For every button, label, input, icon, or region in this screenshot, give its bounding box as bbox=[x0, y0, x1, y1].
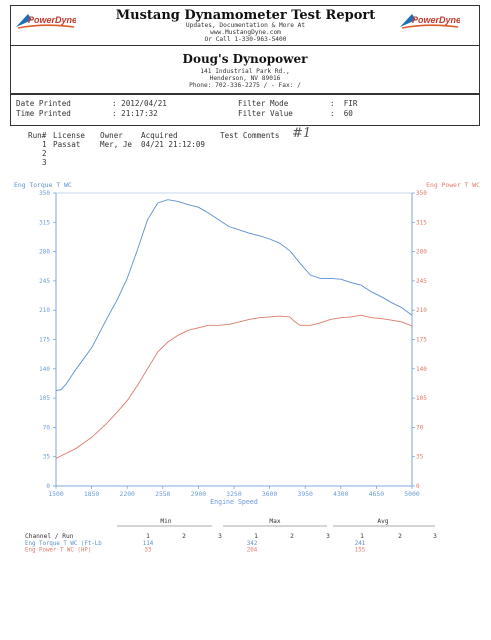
stats-row-label: Eng Power T WC (HP) bbox=[25, 548, 91, 554]
report-title: Mustang Dynamometer Test Report bbox=[115, 8, 376, 23]
stats-run-number: 3 bbox=[218, 533, 222, 540]
run-2-number: 2 bbox=[42, 149, 47, 158]
x-tick-label: 2550 bbox=[155, 490, 171, 498]
x-tick-label: 2200 bbox=[120, 490, 136, 498]
shop-address-line-2: Henderson, NV 89016 bbox=[209, 75, 281, 82]
stats-group-header: Max bbox=[269, 518, 280, 525]
y-right-tick-label: 315 bbox=[416, 219, 427, 226]
y-left-tick-label: 35 bbox=[43, 454, 51, 461]
y-right-axis-label: Eng Power T WC bbox=[426, 181, 480, 189]
x-tick-label: 1500 bbox=[48, 490, 64, 498]
y-right-tick-label: 350 bbox=[416, 190, 427, 197]
x-tick-label: 2900 bbox=[191, 490, 207, 498]
run-3-number: 3 bbox=[42, 158, 47, 167]
y-left-tick-label: 350 bbox=[39, 190, 50, 197]
y-right-tick-label: 140 bbox=[416, 366, 427, 373]
torque-series-line bbox=[55, 199, 413, 392]
filter-value-label: Filter Value bbox=[238, 109, 293, 118]
stats-max-value: 204 bbox=[247, 548, 258, 554]
date-printed-label: Date Printed bbox=[16, 99, 71, 108]
x-tick-label: 3950 bbox=[298, 490, 314, 498]
handwritten-note: #1 bbox=[292, 126, 312, 141]
print-info-box bbox=[10, 94, 480, 126]
y-right-tick-label: 105 bbox=[416, 395, 427, 402]
y-left-tick-label: 210 bbox=[39, 307, 50, 314]
runs-header-acquired: Acquired bbox=[141, 131, 178, 140]
run-1-number: 1 bbox=[42, 140, 47, 149]
stats-run-number: 3 bbox=[433, 533, 437, 540]
shop-phone-line: Phone: 702-336-2275 / - Fax: / bbox=[189, 82, 301, 89]
runs-header-run: Run# bbox=[28, 131, 47, 140]
powerdyne-logo-right: PowerDyne bbox=[400, 14, 460, 29]
report-header-box bbox=[10, 5, 480, 46]
stats-run-number: 3 bbox=[326, 533, 330, 540]
header-line-1: Updates, Documentation & More At bbox=[185, 22, 306, 29]
y-left-tick-label: 315 bbox=[39, 219, 50, 226]
y-left-tick-label: 245 bbox=[39, 278, 50, 285]
filter-mode-value: : FIR bbox=[330, 99, 358, 108]
stats-max-value: 342 bbox=[247, 541, 257, 547]
y-left-tick-label: 280 bbox=[39, 249, 50, 256]
plot-frame bbox=[55, 192, 413, 487]
shop-address-line-1: 141 Industrial Park Rd., bbox=[200, 68, 290, 75]
runs-header-comments: Test Comments bbox=[220, 131, 280, 140]
y-left-tick-label: 140 bbox=[39, 366, 50, 373]
x-tick-label: 5000 bbox=[404, 490, 420, 498]
stats-avg-value: 155 bbox=[355, 548, 366, 554]
y-right-tick-label: 175 bbox=[416, 337, 427, 344]
filter-value-value: : 60 bbox=[330, 109, 353, 118]
y-left-axis-label: Eng Torque T WC bbox=[14, 181, 72, 189]
y-left-tick-label: 0 bbox=[46, 483, 50, 490]
time-printed-label: Time Printed bbox=[16, 109, 71, 118]
header-line-3: Or Call 1-330-963-5400 bbox=[204, 36, 287, 43]
x-tick-label: 1850 bbox=[84, 490, 100, 498]
stats-min-value: 33 bbox=[145, 548, 152, 554]
powerdyne-logo-left: PowerDyne bbox=[16, 14, 76, 29]
stats-min-value: 114 bbox=[143, 541, 154, 547]
svg-text:PowerDyne: PowerDyne bbox=[28, 15, 76, 25]
stats-run-number: 2 bbox=[290, 533, 294, 540]
stats-run-number: 2 bbox=[182, 533, 186, 540]
stats-run-number: 1 bbox=[254, 533, 258, 540]
y-right-tick-label: 210 bbox=[416, 307, 427, 314]
header-line-2: www.MustangDyne.com bbox=[210, 29, 281, 36]
runs-header-owner: Owner bbox=[100, 131, 123, 140]
time-printed-value: : 21:17:32 bbox=[112, 109, 158, 118]
stats-run-number: 1 bbox=[146, 533, 150, 540]
y-left-tick-label: 175 bbox=[39, 337, 50, 344]
shop-box bbox=[10, 46, 480, 94]
stats-row-label: Eng Torque T WC (Ft-Lb bbox=[25, 541, 102, 547]
stats-run-number: 2 bbox=[398, 533, 402, 540]
y-left-tick-label: 105 bbox=[39, 395, 50, 402]
x-tick-label: 4300 bbox=[333, 490, 349, 498]
y-left-tick-label: 70 bbox=[43, 424, 51, 431]
y-right-tick-label: 70 bbox=[416, 424, 424, 431]
svg-text:PowerDyne: PowerDyne bbox=[412, 15, 460, 25]
stats-channel-label: Channel / Run bbox=[25, 533, 74, 540]
stats-avg-value: 241 bbox=[355, 541, 366, 547]
date-printed-value: : 2012/04/21 bbox=[112, 99, 167, 108]
x-tick-label: 3600 bbox=[262, 490, 278, 498]
stats-group-header: Min bbox=[160, 518, 171, 525]
run-1-license: Passat bbox=[53, 140, 81, 149]
x-tick-label: 4650 bbox=[369, 490, 385, 498]
stats-group-header: Avg bbox=[377, 518, 388, 525]
stats-run-number: 1 bbox=[360, 533, 364, 540]
shop-name: Doug's Dynopower bbox=[182, 52, 308, 66]
y-right-tick-label: 245 bbox=[416, 278, 427, 285]
run-1-owner: Mer, Je bbox=[100, 140, 133, 149]
y-right-tick-label: 35 bbox=[416, 454, 424, 461]
filter-mode-label: Filter Mode bbox=[238, 99, 289, 108]
runs-header-license: License bbox=[53, 131, 86, 140]
x-tick-label: 3250 bbox=[226, 490, 242, 498]
run-1-acquired: 04/21 21:12:09 bbox=[141, 140, 206, 149]
y-right-tick-label: 0 bbox=[416, 483, 420, 490]
power-series-line bbox=[55, 314, 413, 459]
y-right-tick-label: 280 bbox=[416, 249, 427, 256]
x-axis-label: Engine Speed bbox=[210, 498, 258, 506]
